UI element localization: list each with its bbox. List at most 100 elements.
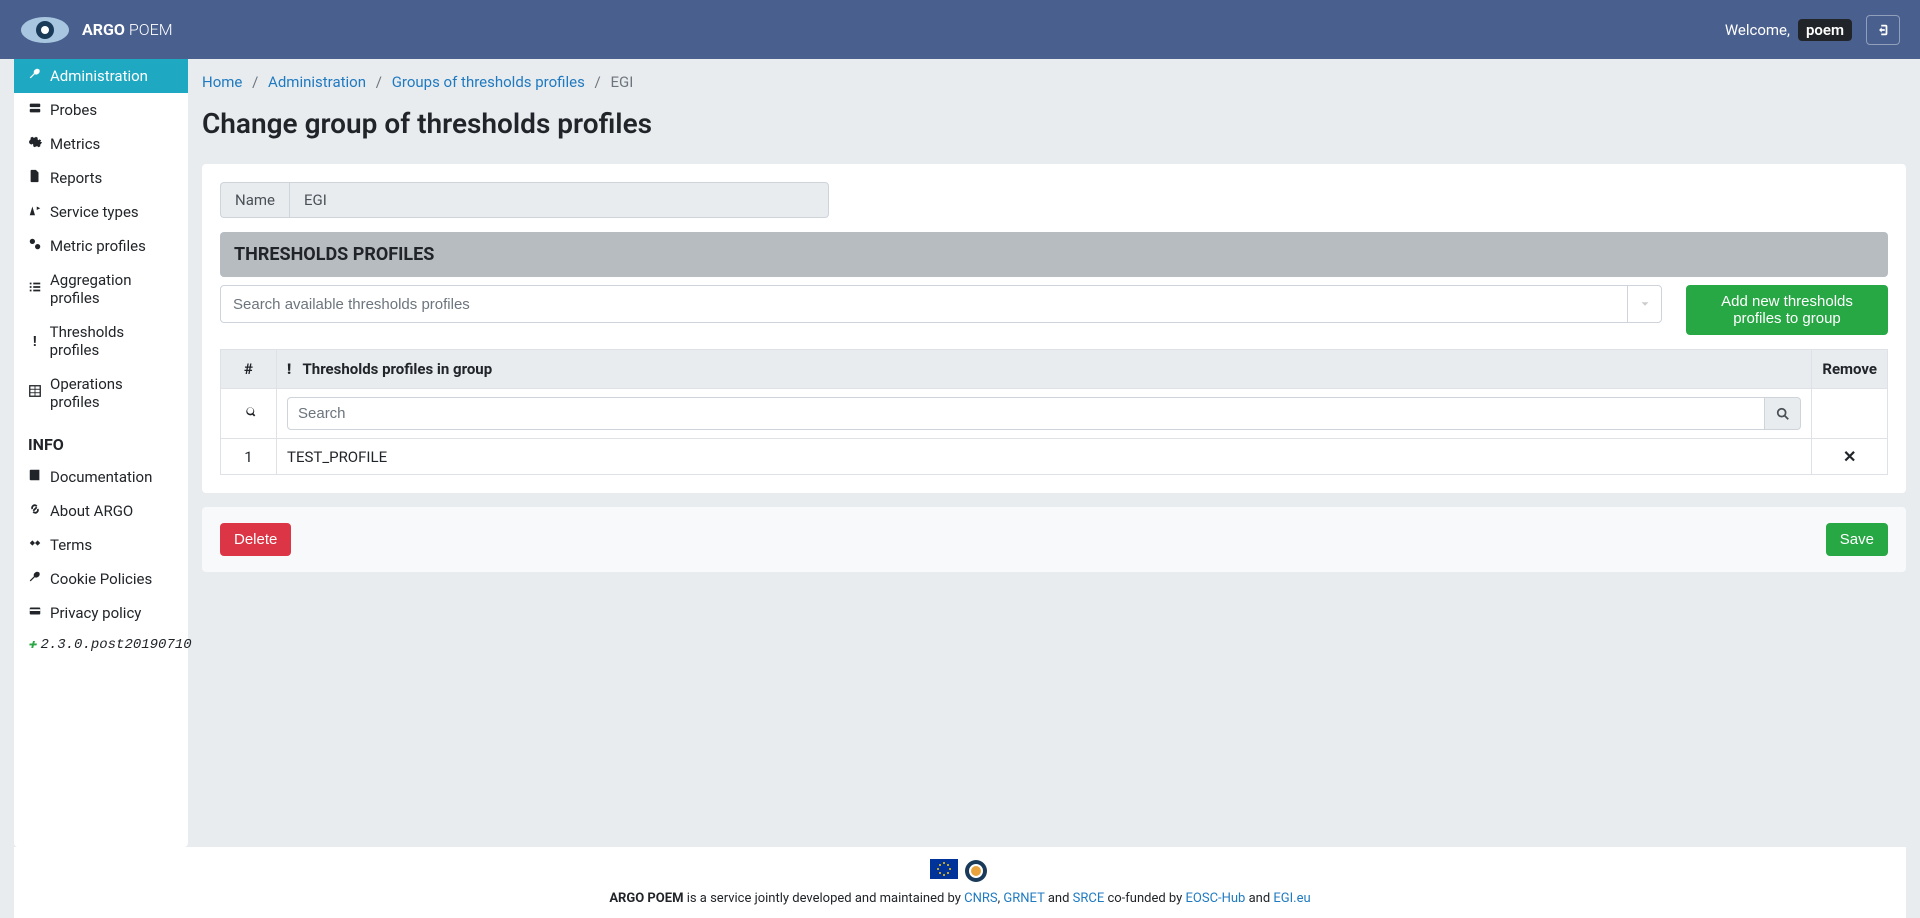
sidebar-item-label: Metric profiles [50,237,146,255]
footer-and2: and [1245,891,1273,906]
sidebar-item-label: Reports [50,169,102,187]
sidebar-info-header: INFO [14,419,188,460]
sidebar-item-about-argo[interactable]: About ARGO [14,494,188,528]
row-name: TEST_PROFILE [277,439,1812,475]
sidebar-item-label: Documentation [50,468,152,486]
sidebar-item-label: Thresholds profiles [50,323,174,359]
col-index-header: # [221,350,277,389]
version-text: 2.3.0.post20190710 [40,637,191,653]
footer-grnet-link[interactable]: GRNET [1003,891,1044,906]
col-remove-header: Remove [1812,350,1888,389]
search-cell [277,389,1812,439]
profile-select-input[interactable] [221,286,1627,322]
footer-srce-link[interactable]: SRCE [1073,891,1105,906]
form-card: Name EGI THRESHOLDS PROFILES Add new thr… [202,164,1906,493]
footer-t3: co-funded by [1104,891,1185,906]
form-footer: Delete Save [202,507,1906,572]
sidebar-item-label: Probes [50,101,97,119]
breadcrumb-group[interactable]: Groups of thresholds profiles [392,73,585,91]
sidebar-item-probes[interactable]: Probes [14,93,188,127]
sidebar-item-service-types[interactable]: Service types [14,195,188,229]
card-icon [28,604,42,622]
footer-brand: ARGO POEM [609,891,683,906]
footer-t2: is a service jointly developed and maint… [683,891,964,906]
topbar-right: Welcome, poem [1725,15,1900,45]
name-label: Name [220,182,289,218]
user-badge: poem [1798,19,1852,41]
sidebar-item-metrics[interactable]: Metrics [14,127,188,161]
excl-icon: ! [287,360,291,378]
chevron-down-icon[interactable] [1627,286,1661,322]
logo-eye-icon [20,15,70,45]
sidebar-item-label: Service types [50,203,139,221]
sidebar-item-administration[interactable]: Administration [14,59,188,93]
breadcrumb-admin[interactable]: Administration [268,73,366,91]
add-button[interactable]: Add new thresholds profiles to group [1686,285,1888,335]
excl-icon: ! [28,332,42,350]
name-value: EGI [289,182,829,218]
sidebar-item-label: Terms [50,536,92,554]
sidebar-item-thresholds-profiles[interactable]: ! Thresholds profiles [14,315,188,367]
row-index: 1 [221,439,277,475]
wrench-icon [28,67,42,85]
table-icon [28,384,42,402]
profiles-table: # ! Thresholds profiles in group Remove [220,349,1888,475]
sidebar: Administration Probes Metrics Reports Servic… [14,59,188,847]
profile-select[interactable] [220,285,1662,323]
section-header: THRESHOLDS PROFILES [220,232,1888,277]
table-search-row [221,389,1888,439]
hands-icon [28,536,42,554]
sidebar-item-operations-profiles[interactable]: Operations profiles [14,367,188,419]
brand-light: POEM [129,20,173,39]
search-icon [242,405,256,419]
delete-button[interactable]: Delete [220,523,291,556]
save-button[interactable]: Save [1826,523,1888,556]
sidebar-item-metric-profiles[interactable]: Metric profiles [14,229,188,263]
cog-icon [28,135,42,153]
name-row: Name EGI [220,182,1888,218]
footer-egi-link[interactable]: EGI.eu [1273,891,1310,906]
link-icon [28,502,42,520]
sidebar-item-aggregation-profiles[interactable]: Aggregation profiles [14,263,188,315]
sidebar-item-reports[interactable]: Reports [14,161,188,195]
sidebar-item-label: Metrics [50,135,100,153]
breadcrumb-sep: / [252,73,258,91]
main-content: Home / Administration / Groups of thresh… [202,59,1906,847]
footer-cnrs-link[interactable]: CNRS [964,891,997,906]
footer-eosc-link[interactable]: EOSC-Hub [1186,891,1246,906]
search-row-remove-cell [1812,389,1888,439]
remove-button[interactable]: ✕ [1843,447,1856,466]
sidebar-item-terms[interactable]: Terms [14,528,188,562]
crosshair-icon: ✚ [28,636,36,653]
search-icon [1776,407,1790,421]
breadcrumb-home[interactable]: Home [202,73,242,91]
file-icon [28,169,42,187]
table-search-input[interactable] [287,397,1765,430]
breadcrumb: Home / Administration / Groups of thresh… [202,59,1906,105]
sidebar-item-label: Aggregation profiles [50,271,174,307]
sidebar-item-privacy-policy[interactable]: Privacy policy [14,596,188,630]
table-row: 1 TEST_PROFILE ✕ [221,439,1888,475]
breadcrumb-sep: / [595,73,601,91]
logout-button[interactable] [1866,15,1900,45]
sidebar-item-label: Administration [50,67,148,85]
book-icon [28,468,42,486]
sidebar-item-documentation[interactable]: Documentation [14,460,188,494]
col-name-header: ! Thresholds profiles in group [277,350,1812,389]
welcome-prefix: Welcome, [1725,21,1790,39]
sidebar-item-label: Privacy policy [50,604,141,622]
sidebar-item-cookie-policies[interactable]: Cookie Policies [14,562,188,596]
brand-wrap: ARGO POEM [20,15,173,45]
footer-text: ARGO POEM is a service jointly developed… [14,891,1906,906]
eosc-icon [962,859,990,879]
server-icon [28,101,42,119]
breadcrumb-current: EGI [610,73,633,91]
col-name-label: Thresholds profiles in group [303,360,493,378]
breadcrumb-sep: / [376,73,382,91]
table-search-button[interactable] [1765,397,1801,430]
row-remove-cell: ✕ [1812,439,1888,475]
sidebar-item-label: Operations profiles [50,375,174,411]
footer-and: and [1045,891,1073,906]
logout-icon [1876,23,1890,37]
sign-icon [28,203,42,221]
